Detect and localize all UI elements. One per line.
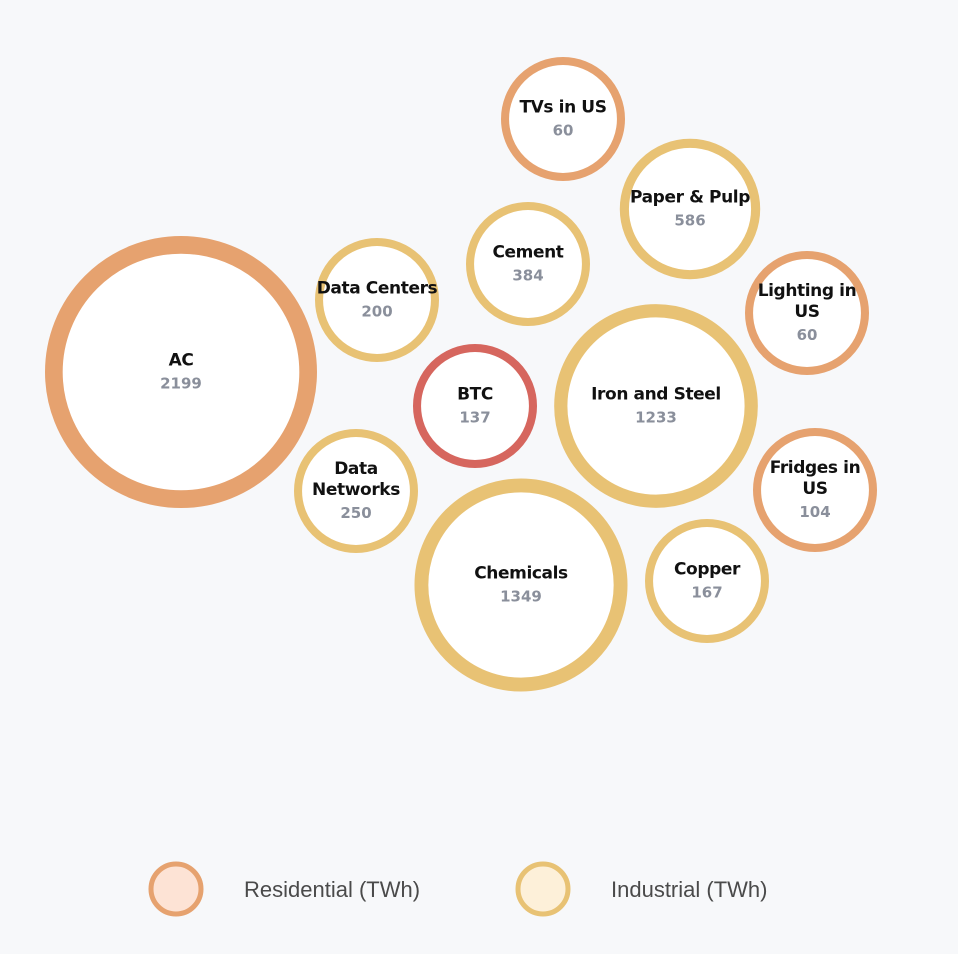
bubbles-layer: AC 2199 TVs in US 60 Paper & Pulp 586 Cement 38… (45, 56, 878, 692)
legend-swatch-industrial (515, 861, 571, 917)
bubble-label-data-networks-line-1: Data (334, 459, 378, 479)
bubble-value-ac: 2199 (160, 375, 202, 393)
bubble-label-tvs-us: TVs in US (519, 98, 606, 118)
bubble-label-paper-pulp: Paper & Pulp (630, 188, 750, 208)
bubble-label-ac: AC (169, 351, 194, 371)
bubble-data-centers[interactable]: Data Centers 200 (314, 237, 440, 363)
bubble-label-chemicals: Chemicals (474, 564, 568, 584)
bubble-btc[interactable]: BTC 137 (412, 343, 538, 469)
bubble-ac[interactable]: AC 2199 (45, 236, 317, 508)
legend: Residential (TWh) Industrial (TWh) (148, 861, 767, 917)
bubble-cement[interactable]: Cement 384 (465, 201, 591, 327)
bubble-value-cement: 384 (512, 267, 543, 285)
bubble-value-lighting-us: 60 (797, 326, 818, 344)
bubble-circle-btc (412, 343, 538, 469)
bubble-circle-ac (45, 236, 317, 508)
bubble-chemicals[interactable]: Chemicals 1349 (414, 478, 628, 692)
bubble-value-btc: 137 (459, 409, 490, 427)
bubble-circle-lighting-us (745, 250, 870, 376)
bubble-value-chemicals: 1349 (500, 588, 542, 606)
bubble-circle-iron-steel (554, 304, 758, 508)
bubble-value-data-networks: 250 (340, 504, 371, 522)
bubble-iron-steel[interactable]: Iron and Steel 1233 (554, 304, 758, 508)
bubble-circle-copper (645, 519, 770, 644)
bubble-value-iron-steel: 1233 (635, 409, 677, 427)
bubble-label-lighting-us-line-2: US (794, 302, 819, 322)
bubble-label-fridges-us-line-2: US (802, 479, 827, 499)
bubble-circle-cement (465, 201, 591, 327)
bubble-label-data-centers: Data Centers (317, 279, 438, 299)
bubble-tvs-us[interactable]: TVs in US 60 (500, 56, 626, 182)
legend-item-industrial[interactable]: Industrial (TWh) (515, 861, 767, 917)
bubble-copper[interactable]: Copper 167 (645, 519, 770, 644)
bubble-circle-fridges-us (753, 427, 878, 553)
bubble-label-btc: BTC (457, 385, 493, 405)
bubble-label-lighting-us-line-1: Lighting in (758, 281, 857, 301)
bubble-label-cement: Cement (492, 243, 563, 263)
legend-item-residential[interactable]: Residential (TWh) (148, 861, 420, 917)
bubble-label-iron-steel: Iron and Steel (591, 385, 721, 405)
bubble-label-copper: Copper (674, 560, 741, 580)
bubble-value-tvs-us: 60 (553, 122, 574, 140)
bubble-label-fridges-us-line-1: Fridges in (770, 458, 861, 478)
bubble-circle-tvs-us (500, 56, 626, 182)
bubble-paper-pulp[interactable]: Paper & Pulp 586 (619, 138, 761, 280)
bubble-circle-data-centers (314, 237, 440, 363)
bubble-value-copper: 167 (691, 584, 722, 602)
bubble-circle-data-networks (293, 428, 419, 554)
bubble-value-fridges-us: 104 (799, 503, 830, 521)
legend-swatch-residential (148, 861, 204, 917)
bubble-value-data-centers: 200 (361, 303, 392, 321)
legend-label-residential: Residential (TWh) (244, 877, 420, 902)
bubble-circle-paper-pulp (619, 138, 761, 280)
bubble-label-data-networks-line-2: Networks (312, 480, 400, 500)
bubble-value-paper-pulp: 586 (674, 212, 705, 230)
legend-label-industrial: Industrial (TWh) (611, 877, 767, 902)
bubble-circle-chemicals (414, 478, 628, 692)
